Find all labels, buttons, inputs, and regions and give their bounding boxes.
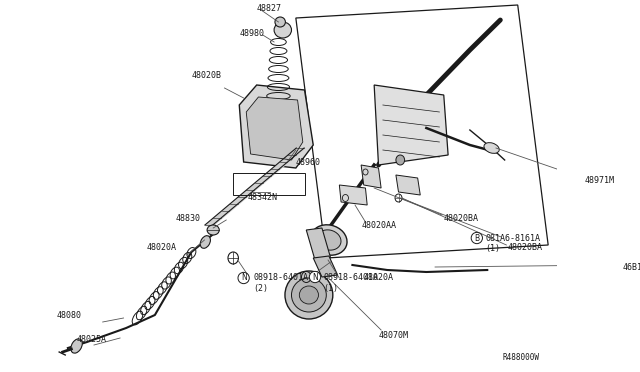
- Ellipse shape: [300, 286, 319, 304]
- Ellipse shape: [275, 17, 285, 27]
- Text: 48080: 48080: [56, 311, 81, 320]
- Ellipse shape: [71, 339, 83, 353]
- Ellipse shape: [311, 225, 347, 255]
- Polygon shape: [374, 85, 448, 165]
- Text: (1): (1): [324, 285, 339, 294]
- Polygon shape: [307, 228, 331, 260]
- Text: 48342N: 48342N: [248, 192, 278, 202]
- Ellipse shape: [200, 236, 211, 248]
- Polygon shape: [246, 97, 303, 160]
- Text: 48020AA: 48020AA: [361, 221, 396, 230]
- Text: 48020BA: 48020BA: [444, 214, 479, 222]
- Text: R488000W: R488000W: [502, 353, 540, 362]
- Polygon shape: [239, 85, 313, 168]
- Text: B: B: [474, 234, 479, 243]
- Text: 46B10: 46B10: [622, 263, 640, 273]
- Text: 48960: 48960: [296, 157, 321, 167]
- Polygon shape: [339, 185, 367, 205]
- Text: 081A6-8161A: 081A6-8161A: [486, 234, 541, 243]
- Text: 48980: 48980: [239, 29, 264, 38]
- Circle shape: [396, 155, 404, 165]
- Text: N: N: [312, 273, 318, 282]
- Text: 48971M: 48971M: [585, 176, 614, 185]
- Ellipse shape: [285, 271, 333, 319]
- Ellipse shape: [207, 225, 220, 235]
- Text: 08918-6401A: 08918-6401A: [324, 273, 379, 282]
- Text: (1): (1): [486, 244, 500, 253]
- Text: 48830: 48830: [176, 214, 201, 222]
- Polygon shape: [396, 175, 420, 195]
- Text: 48070M: 48070M: [378, 330, 408, 340]
- Text: N: N: [241, 273, 246, 282]
- Text: 08918-6401A: 08918-6401A: [253, 273, 308, 282]
- Polygon shape: [313, 256, 338, 277]
- Text: 48827: 48827: [257, 3, 282, 13]
- Text: 48025A: 48025A: [77, 336, 107, 344]
- Text: 48020A: 48020A: [364, 273, 394, 282]
- Bar: [233, 173, 305, 195]
- Ellipse shape: [274, 22, 291, 38]
- Ellipse shape: [291, 278, 326, 312]
- Polygon shape: [361, 165, 381, 188]
- Text: 48020BA: 48020BA: [508, 244, 542, 253]
- Text: 48020B: 48020B: [191, 71, 221, 80]
- Ellipse shape: [484, 142, 499, 153]
- Ellipse shape: [317, 230, 341, 250]
- Text: (2): (2): [253, 285, 268, 294]
- Text: 48020A: 48020A: [146, 244, 176, 253]
